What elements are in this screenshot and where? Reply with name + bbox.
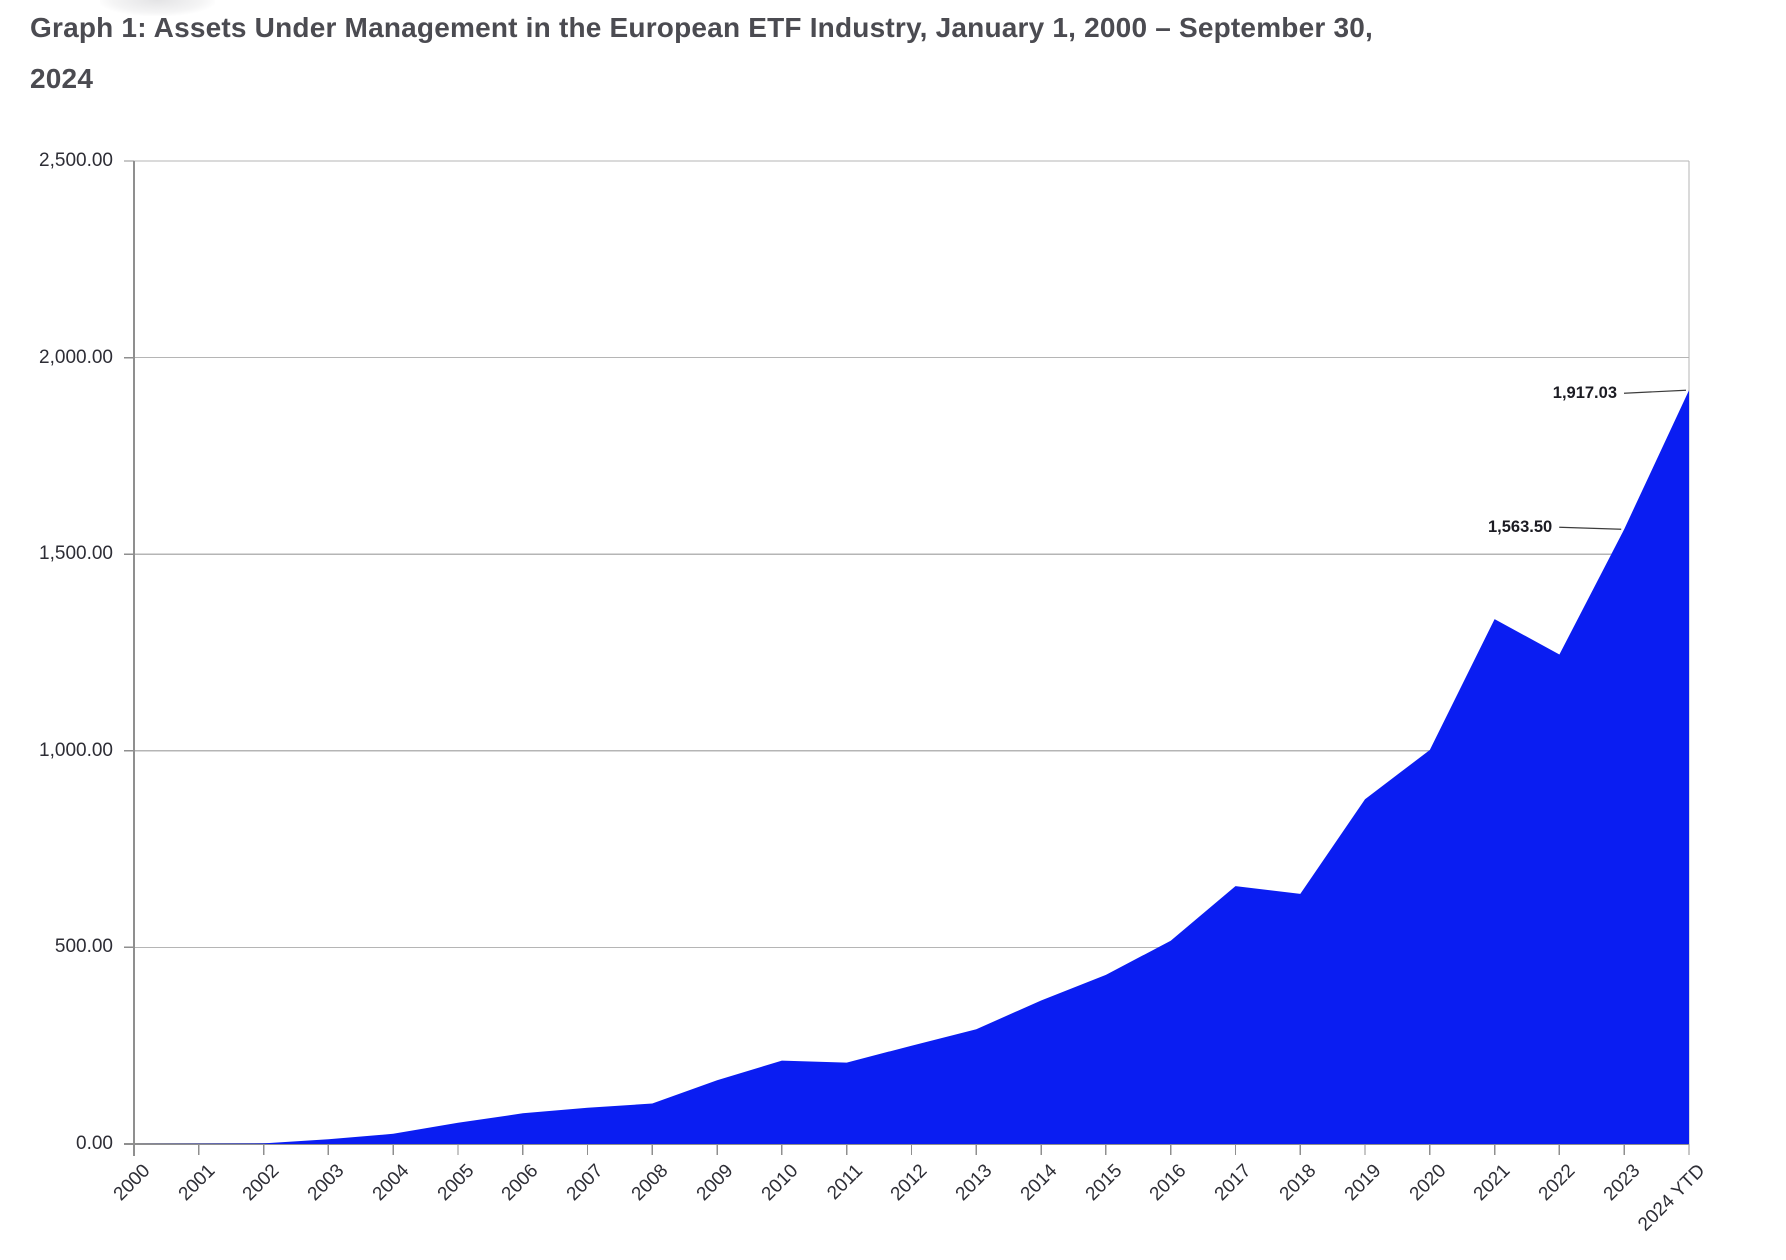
aum-area-series bbox=[134, 390, 1689, 1144]
chart-title-line-1: Graph 1: Assets Under Management in the … bbox=[30, 12, 1373, 43]
callout-label: 1,917.03 bbox=[1552, 384, 1617, 403]
callout-leader-line bbox=[1559, 526, 1622, 530]
chart-title-line-2: 2024 bbox=[30, 63, 94, 94]
callout-leader-line bbox=[1623, 389, 1687, 394]
y-axis-tick-label: 500.00 bbox=[54, 936, 113, 958]
y-axis-tick-label: 2,000.00 bbox=[39, 346, 113, 368]
y-axis-tick-label: 0.00 bbox=[76, 1133, 113, 1154]
y-axis-tick-label: 1,000.00 bbox=[39, 739, 113, 761]
top-edge-artifact bbox=[100, 0, 215, 16]
y-axis-tick-label: 1,500.00 bbox=[39, 543, 113, 565]
y-axis-tick-label: 2,500.00 bbox=[39, 150, 113, 171]
callout-label: 1,563.50 bbox=[1487, 518, 1553, 537]
chart-title: Graph 1: Assets Under Management in the … bbox=[30, 2, 1550, 104]
